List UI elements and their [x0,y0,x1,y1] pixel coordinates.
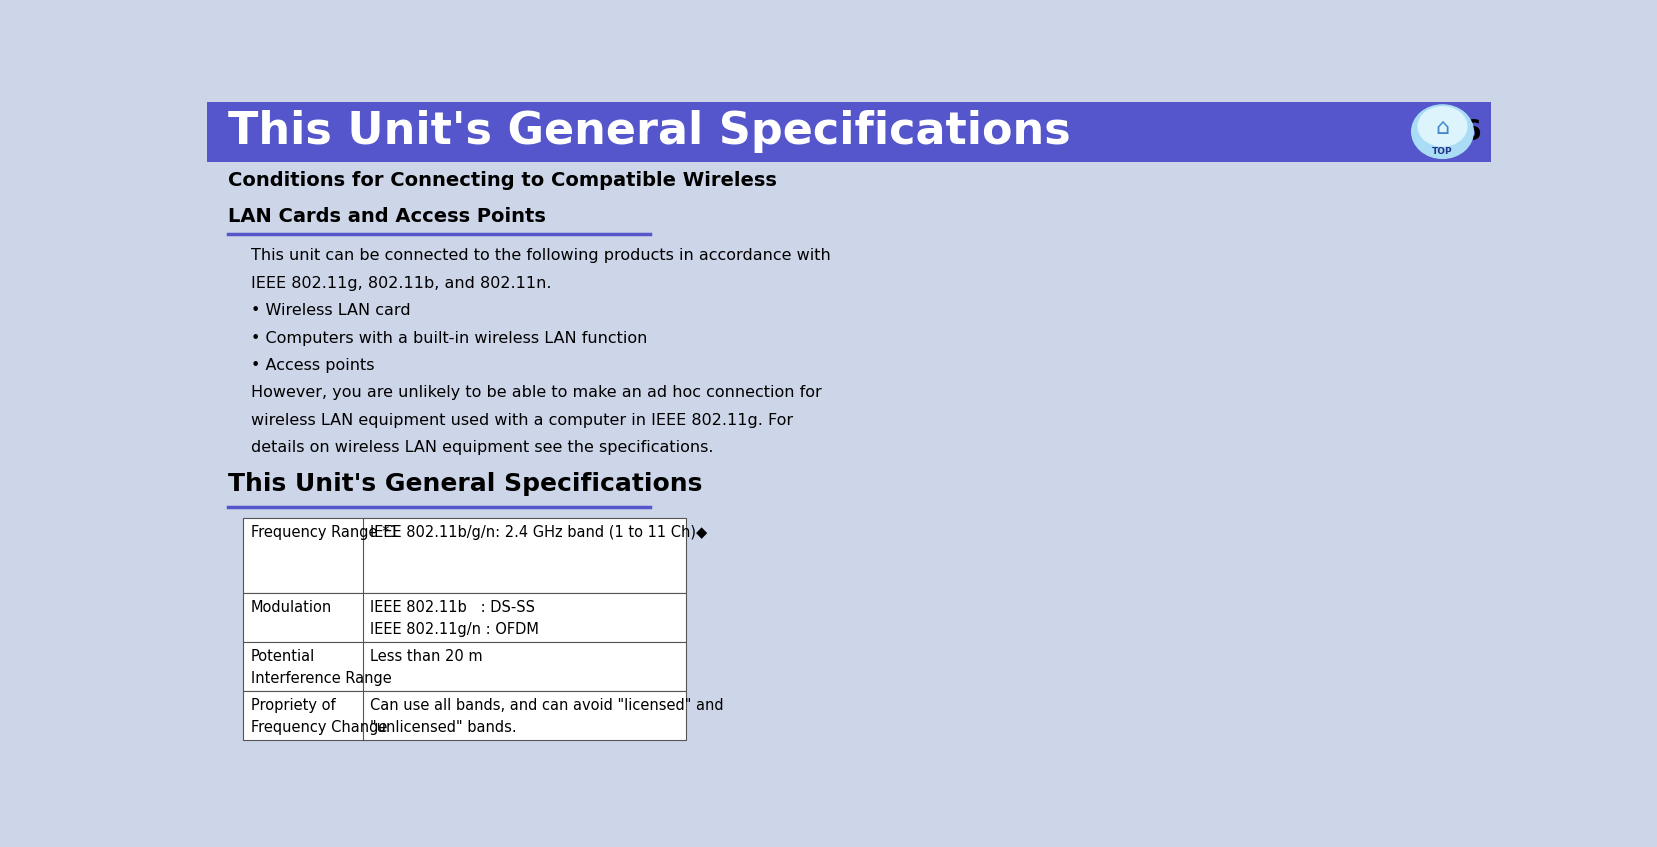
Text: Can use all bands, and can avoid "licensed" and
"unlicensed" bands.: Can use all bands, and can avoid "licens… [371,698,724,735]
Text: IEEE 802.11g, 802.11b, and 802.11n.: IEEE 802.11g, 802.11b, and 802.11n. [250,276,552,291]
Text: Frequency Range *1: Frequency Range *1 [250,525,399,540]
Ellipse shape [1418,107,1466,146]
Text: IEEE 802.11b/g/n: 2.4 GHz band (1 to 11 Ch)◆: IEEE 802.11b/g/n: 2.4 GHz band (1 to 11 … [371,525,708,540]
Text: • Wireless LAN card: • Wireless LAN card [250,303,411,318]
Bar [244,642,686,691]
Text: TOP: TOP [1432,147,1453,156]
Ellipse shape [1412,105,1473,158]
Text: LAN Cards and Access Points: LAN Cards and Access Points [227,207,545,225]
Text: This unit can be connected to the following products in accordance with: This unit can be connected to the follow… [250,248,830,263]
Text: This Unit's General Specifications: This Unit's General Specifications [227,110,1070,153]
Text: details on wireless LAN equipment see the specifications.: details on wireless LAN equipment see th… [250,440,713,455]
Text: • Access points: • Access points [250,358,374,373]
Text: • Computers with a built-in wireless LAN function: • Computers with a built-in wireless LAN… [250,330,648,346]
Text: This Unit's General Specifications: This Unit's General Specifications [227,473,703,496]
Text: ⌂: ⌂ [1435,119,1450,138]
Text: Modulation: Modulation [250,600,331,615]
Text: Conditions for Connecting to Compatible Wireless: Conditions for Connecting to Compatible … [227,171,777,190]
Text: However, you are unlikely to be able to make an ad hoc connection for: However, you are unlikely to be able to … [250,385,822,401]
Text: Potential
Interference Range: Potential Interference Range [250,649,391,686]
Text: IEEE 802.11b   : DS-SS
IEEE 802.11g/n : OFDM: IEEE 802.11b : DS-SS IEEE 802.11g/n : OF… [371,600,539,637]
Text: 16: 16 [1443,118,1483,146]
Text: Less than 20 m: Less than 20 m [371,649,484,664]
Bar [244,594,686,642]
Text: Propriety of
Frequency Change: Propriety of Frequency Change [250,698,388,735]
Bar [244,691,686,740]
Bar [244,518,686,594]
Text: wireless LAN equipment used with a computer in IEEE 802.11g. For: wireless LAN equipment used with a compu… [250,412,794,428]
Bar [207,102,1491,162]
